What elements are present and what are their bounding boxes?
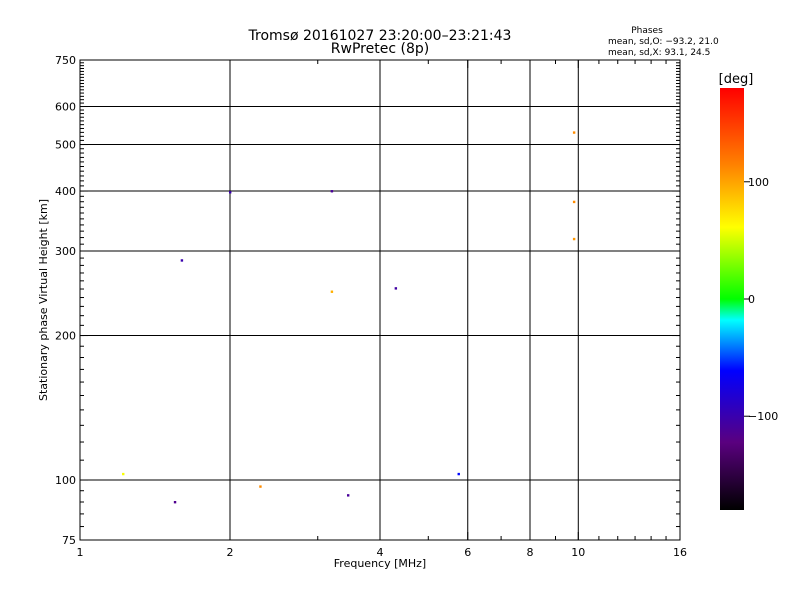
data-point: [346, 494, 350, 497]
data-points: [122, 131, 576, 504]
y-tick-label: 600: [55, 101, 76, 114]
stats-x-line: mean, sd,X: 93.1, 24.5: [608, 48, 710, 58]
x-tick-label: 6: [464, 546, 471, 559]
data-point: [229, 191, 232, 194]
data-point: [394, 287, 398, 290]
data-point: [457, 472, 460, 476]
data-point: [572, 200, 576, 204]
data-point: [330, 190, 334, 193]
y-axis-label: Stationary phase Virtual Height [km]: [37, 199, 50, 401]
x-axis-label: Frequency [MHz]: [334, 557, 426, 570]
x-tick-label: 16: [673, 546, 687, 559]
x-tick-label: 4: [377, 546, 384, 559]
plot-grid: [80, 60, 680, 540]
data-point: [572, 237, 576, 241]
colorbar: [720, 88, 744, 510]
data-point: [572, 131, 576, 134]
stats-title: Phases: [631, 26, 663, 36]
colorbar-label: [deg]: [719, 72, 754, 87]
y-tick-label: 750: [55, 54, 76, 67]
y-tick-label: 75: [62, 534, 76, 547]
chart-title: Tromsø 20161027 23:20:00–23:21:43: [248, 28, 512, 44]
chart-subtitle: RwPretec (8p): [331, 41, 429, 57]
y-tick-label: 200: [55, 330, 76, 343]
colorbar-tick-label: 0: [748, 293, 755, 306]
axis-ticks: 1 2 4 6 8 10 16 75 100 200 300 400 500 600 750: [55, 54, 687, 559]
y-tick-label: 400: [55, 185, 76, 198]
data-point: [173, 500, 177, 504]
x-tick-label: 1: [77, 546, 84, 559]
data-point: [259, 485, 262, 488]
colorbar-tick-label: −100: [748, 410, 778, 423]
y-tick-label: 300: [55, 245, 76, 258]
colorbar-ticks: 100 0 −100: [744, 176, 778, 423]
y-tick-label: 500: [55, 139, 76, 152]
data-point: [330, 290, 334, 293]
colorbar-tick-label: 100: [748, 176, 769, 189]
x-tick-label: 10: [571, 546, 585, 559]
data-point: [180, 259, 184, 262]
data-point: [122, 472, 125, 476]
x-tick-label: 2: [227, 546, 234, 559]
y-tick-label: 100: [55, 474, 76, 487]
stats-o-line: mean, sd,O: −93.2, 21.0: [608, 37, 719, 47]
x-tick-label: 8: [527, 546, 534, 559]
